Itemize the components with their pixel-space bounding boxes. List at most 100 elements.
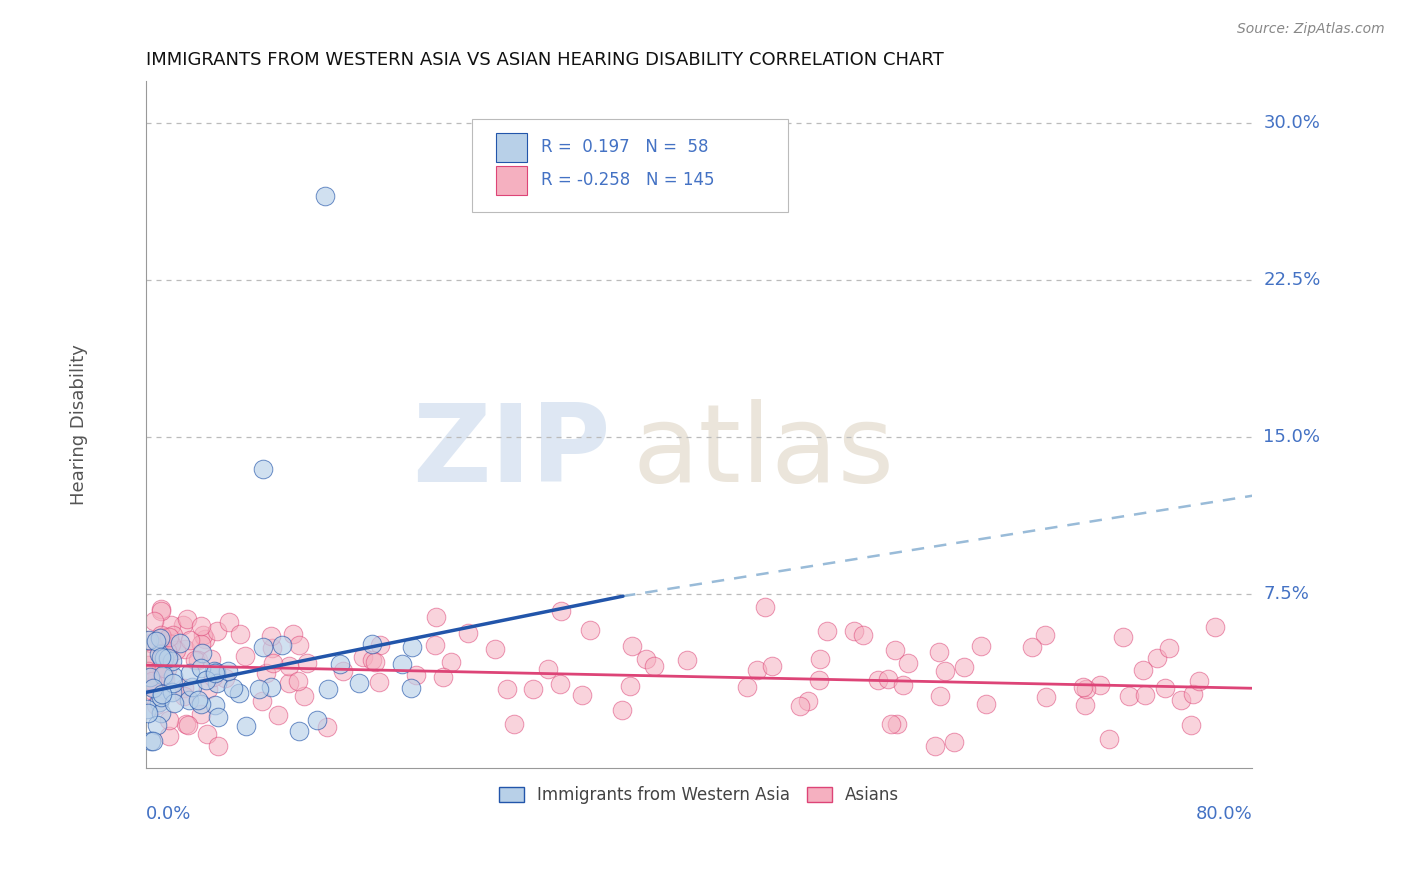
Point	[844, 624, 866, 639]
Point	[891, 678, 914, 692]
Point	[173, 681, 195, 695]
Point	[138, 632, 160, 647]
Point	[148, 695, 170, 709]
FancyBboxPatch shape	[496, 133, 527, 161]
Text: 15.0%: 15.0%	[1264, 428, 1320, 446]
Point	[1132, 663, 1154, 677]
Point	[305, 713, 328, 727]
Point	[149, 659, 172, 673]
Point	[252, 640, 274, 654]
Point	[139, 733, 162, 747]
Point	[157, 713, 180, 727]
FancyBboxPatch shape	[496, 166, 527, 194]
Point	[165, 643, 187, 657]
Point	[636, 652, 658, 666]
Point	[1112, 631, 1135, 645]
Point	[146, 669, 169, 683]
Point	[194, 673, 217, 688]
Point	[370, 638, 392, 652]
Point	[425, 638, 447, 652]
Point	[207, 624, 229, 638]
Point	[1088, 678, 1111, 692]
Point	[502, 717, 524, 731]
Point	[675, 652, 697, 666]
Point	[152, 661, 174, 675]
Point	[204, 698, 226, 712]
Point	[457, 626, 479, 640]
Point	[190, 697, 212, 711]
Point	[218, 615, 240, 629]
Text: R =  0.197   N =  58: R = 0.197 N = 58	[541, 137, 709, 155]
Point	[200, 651, 222, 665]
Point	[368, 675, 391, 690]
Point	[136, 664, 159, 678]
Point	[139, 670, 162, 684]
Point	[897, 656, 920, 670]
Point	[332, 664, 354, 678]
Point	[1153, 681, 1175, 695]
Point	[391, 657, 413, 672]
Point	[190, 619, 212, 633]
Text: Source: ZipAtlas.com: Source: ZipAtlas.com	[1237, 22, 1385, 37]
Point	[179, 666, 201, 681]
Point	[789, 698, 811, 713]
Point	[361, 653, 384, 667]
Point	[204, 665, 226, 680]
Point	[139, 636, 162, 650]
Legend: Immigrants from Western Asia, Asians: Immigrants from Western Asia, Asians	[492, 780, 905, 811]
Point	[425, 610, 447, 624]
FancyBboxPatch shape	[472, 120, 787, 211]
Point	[143, 614, 166, 628]
Point	[235, 649, 257, 664]
Point	[619, 679, 641, 693]
Point	[157, 630, 180, 644]
Text: Hearing Disability: Hearing Disability	[70, 344, 89, 505]
Point	[548, 677, 571, 691]
Point	[155, 673, 177, 688]
Point	[150, 687, 173, 701]
Point	[204, 666, 226, 681]
Point	[159, 638, 181, 652]
Point	[176, 612, 198, 626]
Point	[924, 739, 946, 753]
Point	[252, 461, 274, 475]
Point	[797, 694, 820, 708]
Point	[136, 632, 159, 647]
Point	[287, 673, 309, 688]
Point	[877, 672, 900, 686]
Point	[943, 735, 966, 749]
Point	[207, 739, 229, 753]
Point	[579, 623, 602, 637]
Text: 30.0%: 30.0%	[1264, 114, 1320, 132]
Point	[621, 639, 644, 653]
Point	[612, 703, 634, 717]
Point	[254, 665, 277, 680]
Point	[156, 662, 179, 676]
Point	[153, 669, 176, 683]
Point	[928, 689, 950, 703]
Point	[205, 676, 228, 690]
Point	[156, 644, 179, 658]
Point	[281, 626, 304, 640]
Point	[146, 718, 169, 732]
Point	[405, 668, 427, 682]
Point	[142, 677, 165, 691]
Point	[149, 631, 172, 645]
Point	[1146, 651, 1168, 665]
Point	[260, 640, 283, 655]
Point	[160, 618, 183, 632]
Point	[145, 698, 167, 712]
Point	[815, 624, 838, 639]
Point	[235, 719, 257, 733]
Point	[191, 646, 214, 660]
Point	[152, 668, 174, 682]
Point	[174, 641, 197, 656]
Point	[401, 640, 423, 654]
Point	[928, 645, 950, 659]
Point	[880, 716, 903, 731]
Text: 22.5%: 22.5%	[1264, 271, 1320, 289]
Point	[145, 634, 167, 648]
Point	[157, 729, 180, 743]
Point	[197, 682, 219, 697]
Point	[217, 664, 239, 678]
